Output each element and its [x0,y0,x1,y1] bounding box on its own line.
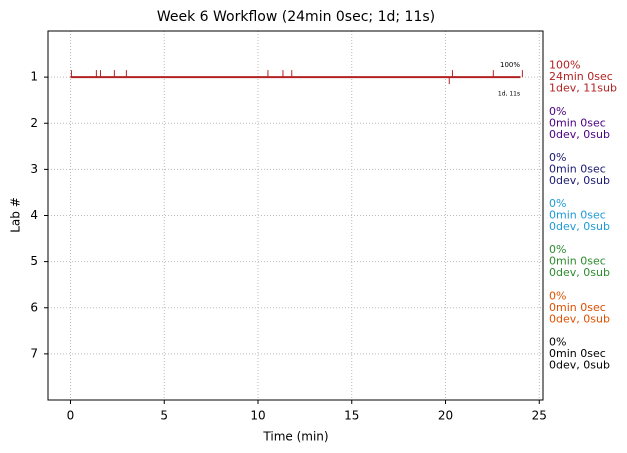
x-axis-label: Time (min) [262,430,328,444]
y-axis-label: Lab # [9,197,23,233]
y-tick-label: 3 [30,162,38,176]
y-tick-label: 2 [30,116,38,130]
span-label: 1d, 11s [498,91,520,98]
lab-summary: 0min 0sec [549,162,606,175]
x-tick-label: 20 [438,409,453,423]
plot-frame [47,30,544,401]
y-tick-label: 1 [30,70,38,84]
chart-title: Week 6 Workflow (24min 0sec; 1d; 11s) [157,9,435,25]
lab-summary: 24min 0sec [549,70,613,83]
lab-summary: 0dev, 0sub [549,358,610,371]
x-tick-label: 15 [344,409,359,423]
lab-summary: 0min 0sec [549,209,606,222]
lab-summary: 0% [549,197,566,210]
lab-summary: 100% [549,59,580,72]
span-label: 100% [500,61,520,69]
lab-summary: 0min 0sec [549,255,606,268]
lab-summary: 0dev, 0sub [549,128,610,141]
x-tick-label: 10 [250,409,265,423]
lab-summary: 0dev, 0sub [549,266,610,279]
lab-summary: 0dev, 0sub [549,312,610,325]
y-tick-label: 4 [30,208,38,222]
lab-summary: 0min 0sec [549,347,606,360]
lab-summary: 0% [549,105,566,118]
lab-summary: 0% [549,151,566,164]
lab-summary: 0dev, 0sub [549,174,610,187]
lab-summary: 0dev, 0sub [549,220,610,233]
x-tick-label: 25 [532,409,547,423]
y-tick-label: 6 [30,300,38,314]
lab-summary: 0min 0sec [549,301,606,314]
x-tick-label: 0 [67,409,75,423]
lab-summary: 0min 0sec [549,116,606,129]
lab-summary: 0% [549,243,566,256]
x-tick-label: 5 [160,409,168,423]
lab-summary: 1dev, 11sub [549,82,617,95]
lab-summary: 0% [549,335,566,348]
y-tick-label: 7 [30,346,38,360]
lab-summary: 0% [549,289,566,302]
y-tick-label: 5 [30,254,38,268]
